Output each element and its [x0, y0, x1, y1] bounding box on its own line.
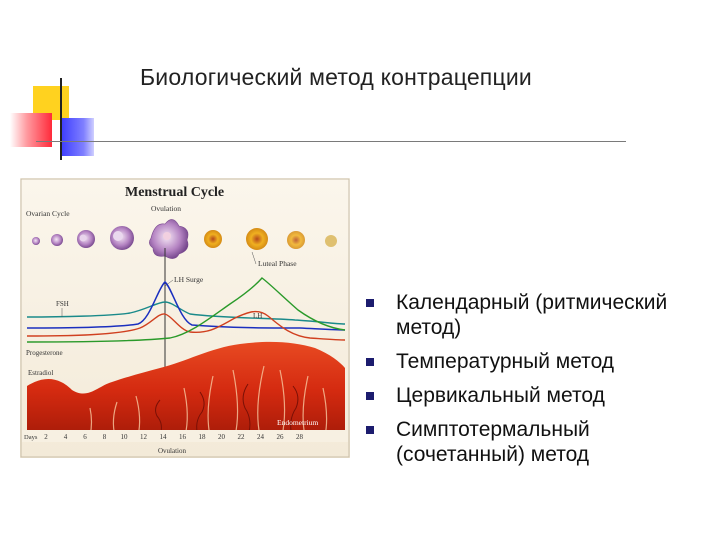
method-list-item: Календарный (ритмический метод) — [364, 290, 714, 340]
day-tick-label: 4 — [64, 433, 68, 441]
day-tick-label: 22 — [238, 433, 246, 441]
label-ovulation-top: Ovulation — [151, 204, 181, 213]
vessel-2 — [196, 391, 205, 437]
corpus-albicans — [325, 235, 337, 247]
follicle-3-cavity — [79, 234, 87, 242]
released-ovum — [163, 232, 171, 240]
ovarian-follicles — [32, 219, 337, 259]
label-endometrium: Endometrium — [277, 418, 318, 427]
vessel-1 — [155, 399, 162, 437]
follicle-1 — [32, 237, 40, 245]
day-tick-label: 18 — [199, 433, 207, 441]
bullet-square-icon — [366, 426, 374, 434]
label-ovarian-cycle: Ovarian Cycle — [26, 209, 70, 218]
day-tick-label: 16 — [179, 433, 187, 441]
method-list-item-text: Календарный (ритмический метод) — [396, 291, 668, 339]
day-tick-label: 8 — [103, 433, 107, 441]
label-ovulation-bottom: Ovulation — [158, 447, 186, 455]
day-axis-ticks: 2 4 6 8 10 12 14 16 18 20 22 24 26 28 — [44, 433, 303, 441]
method-list: Календарный (ритмический метод) Температу… — [364, 290, 714, 476]
menstrual-cycle-figure: Menstrual Cycle Ovarian Cycle Ovulation … — [20, 178, 350, 458]
bullet-square-icon — [366, 299, 374, 307]
method-list-item-text: Температурный метод — [396, 350, 615, 373]
logo-blue-square — [60, 118, 94, 156]
endometrium-lining — [27, 341, 345, 440]
label-luteal-phase: Luteal Phase — [258, 259, 297, 268]
label-days: Days — [24, 434, 38, 441]
day-tick-label: 12 — [140, 433, 148, 441]
day-tick-label: 24 — [257, 433, 265, 441]
bullet-square-icon — [366, 358, 374, 366]
label-progesterone: Progesterone — [26, 349, 63, 357]
corpus-luteum-2 — [246, 228, 268, 250]
day-tick-label: 14 — [160, 433, 168, 441]
label-fsh: FSH — [56, 300, 69, 308]
progesterone-curve — [26, 277, 346, 343]
lh-surge-pointer — [164, 279, 174, 287]
method-list-item: Симптотермальный (сочетанный) метод — [364, 417, 714, 467]
day-tick-label: 6 — [83, 433, 87, 441]
logo-vertical-line — [60, 78, 62, 160]
method-list-item: Температурный метод — [364, 349, 714, 374]
corpus-luteum-1 — [204, 230, 222, 248]
day-tick-label: 2 — [44, 433, 48, 441]
method-list-item-text: Цервикальный метод — [396, 384, 605, 407]
method-list-item-text: Симптотермальный (сочетанный) метод — [396, 418, 590, 466]
fsh-curve — [26, 301, 346, 325]
method-list-item: Цервикальный метод — [364, 383, 714, 408]
luteal-phase-pointer — [251, 251, 257, 265]
slide-title: Биологический метод контрацепции — [140, 64, 532, 90]
day-axis-band — [22, 430, 348, 442]
vessel-3 — [242, 383, 251, 437]
endometrium-vessels — [155, 383, 299, 437]
figure-border — [20, 178, 350, 458]
corpus-luteum-3 — [287, 231, 305, 249]
title-divider — [36, 141, 626, 142]
follicle-2 — [51, 234, 63, 246]
lh-curve — [26, 281, 346, 331]
estradiol-curve — [26, 310, 346, 341]
day-tick-label: 26 — [277, 433, 285, 441]
figure-title: Menstrual Cycle — [125, 185, 224, 200]
day-tick-label: 10 — [121, 433, 129, 441]
slide-logo — [0, 0, 110, 170]
follicle-4-cavity — [113, 231, 123, 241]
label-estradiol: Estradiol — [28, 369, 53, 377]
bullet-square-icon — [366, 392, 374, 400]
day-tick-label: 20 — [218, 433, 226, 441]
day-tick-label: 28 — [296, 433, 304, 441]
label-lh: LH — [253, 312, 262, 320]
vessel-4 — [290, 385, 299, 437]
label-lh-surge: LH Surge — [174, 275, 204, 284]
